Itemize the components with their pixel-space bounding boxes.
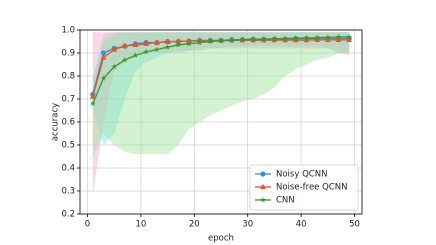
data-point [250, 36, 257, 42]
x-tick-label: 20 [189, 220, 200, 230]
y-tick-label: 0.2 [61, 210, 75, 220]
data-point [111, 46, 118, 52]
y-tick-label: 0.5 [61, 141, 75, 151]
data-point [153, 46, 160, 53]
data-point [292, 37, 299, 43]
data-point [175, 41, 182, 48]
data-point [111, 63, 118, 70]
y-tick-label: 0.8 [61, 72, 75, 82]
data-point [239, 36, 246, 43]
x-tick-label: 0 [85, 220, 90, 230]
data-point [143, 40, 150, 46]
x-axis-label: epoch [208, 234, 234, 244]
legend-marker [260, 183, 266, 190]
data-point [154, 39, 160, 45]
digit-stroke [270, 117, 279, 147]
data-point [303, 37, 310, 43]
legend-label: Noise-free QCNN [276, 183, 347, 193]
data-point [186, 37, 192, 44]
data-point [164, 44, 171, 50]
data-point [303, 34, 310, 41]
data-point [324, 36, 331, 42]
data-point [196, 39, 203, 46]
data-point [292, 34, 299, 41]
legend-label: Noisy QCNN [276, 170, 327, 180]
plot-frame [79, 29, 363, 215]
data-point [143, 48, 150, 55]
data-point [314, 36, 320, 42]
x-tick-label: 50 [349, 220, 360, 230]
x-tick-label: 40 [296, 220, 307, 230]
legend-label: CNN [276, 196, 295, 206]
data-point [89, 100, 96, 107]
data-point [175, 38, 182, 44]
data-point [335, 33, 342, 40]
data-point [100, 54, 107, 60]
data-point [314, 34, 321, 41]
data-point [346, 36, 353, 42]
y-tick-label: 0.4 [61, 164, 75, 174]
x-tick-label: 30 [242, 220, 253, 230]
data-point [100, 50, 107, 56]
y-tick-label: 0.9 [61, 49, 75, 59]
data-point [132, 52, 139, 58]
data-point [346, 33, 353, 40]
legend-marker [260, 196, 266, 203]
x-tick-label: 10 [135, 220, 146, 230]
data-point [121, 56, 128, 63]
confidence-band [92, 32, 350, 157]
legend: Noisy QCNN Noise-free QCNN CNN [249, 164, 359, 211]
data-point [282, 35, 289, 42]
data-point [122, 42, 128, 49]
digit-stroke [290, 121, 304, 147]
y-tick-label: 0.3 [61, 187, 75, 197]
data-point [185, 40, 192, 47]
digit-background [262, 117, 314, 149]
y-tick-label: 0.7 [61, 95, 75, 105]
data-point [228, 37, 235, 43]
y-axis-label: accuracy [51, 103, 61, 141]
confidence-band [92, 32, 350, 145]
legend-marker [260, 171, 266, 177]
data-point [207, 38, 214, 45]
data-point [335, 36, 342, 42]
y-tick-label: 1.0 [61, 26, 75, 36]
data-point [218, 37, 224, 44]
data-point [164, 38, 171, 45]
data-point [324, 34, 331, 40]
data-point [132, 41, 139, 48]
data-point [260, 36, 267, 42]
data-point [100, 75, 107, 81]
data-point [271, 35, 278, 42]
y-tick-label: 0.6 [61, 118, 75, 128]
data-point [89, 93, 96, 99]
legend-box [249, 164, 359, 211]
